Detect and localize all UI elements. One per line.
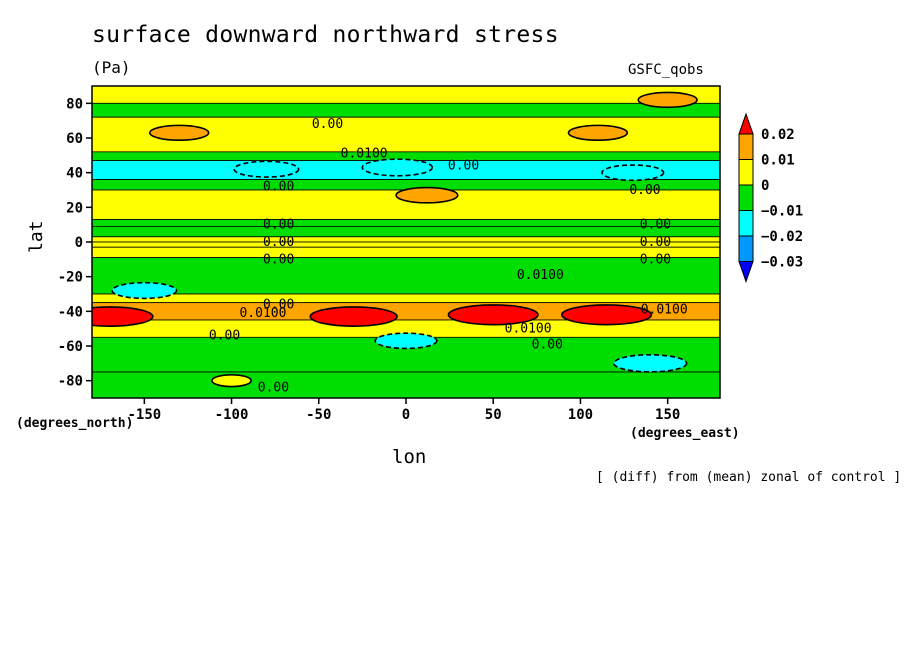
contour-label: 0.00 [532, 337, 563, 352]
x-tick-label: 50 [485, 407, 502, 423]
field-band [92, 102, 720, 118]
field-anomaly [361, 158, 434, 177]
contour-label: 0.00 [263, 218, 294, 233]
field-band [92, 371, 720, 398]
contour-label: 0.00 [263, 180, 294, 195]
chart-title: surface downward northward stress [92, 22, 559, 48]
x-axis-label: lon [392, 446, 427, 468]
contour-label: 0.00 [258, 381, 289, 396]
colorbar-swatch [738, 235, 754, 262]
comparison-note: [ (diff) from (mean) zonal of control ] [596, 470, 902, 485]
colorbar-label: −0.03 [761, 255, 803, 271]
x-tick-label: 0 [402, 407, 410, 423]
field-band [92, 236, 720, 243]
colorbar-label: −0.02 [761, 229, 803, 245]
y-tick-label: -20 [58, 270, 83, 286]
field-anomaly [613, 354, 688, 373]
y-tick-label: 40 [66, 166, 83, 182]
contour-label: 0.0100 [641, 303, 688, 318]
y-tick-label: -60 [58, 339, 83, 355]
dataset-label: GSFC_qobs [628, 62, 704, 78]
colorbar-label: 0.02 [761, 127, 795, 143]
contour-label: 0.00 [448, 159, 479, 174]
contour-label: 0.00 [629, 183, 660, 198]
field-anomaly [447, 304, 539, 326]
field-band [92, 241, 720, 248]
field-anomaly [233, 160, 300, 178]
y-axis-units: (degrees_north) [16, 416, 134, 431]
colorbar-label: 0.01 [761, 153, 795, 169]
contour-label: 0.00 [263, 252, 294, 267]
y-tick-label: 60 [66, 131, 83, 147]
colorbar-swatch [738, 261, 754, 284]
field-anomaly [309, 306, 398, 327]
x-tick-label: -100 [215, 407, 249, 423]
contour-label: 0.00 [209, 329, 240, 344]
field-band [92, 293, 720, 304]
field-anomaly [149, 124, 210, 142]
colorbar-label: 0 [761, 178, 769, 194]
y-tick-label: -40 [58, 304, 83, 320]
field-anomaly [567, 124, 629, 142]
colorbar-swatch [738, 133, 754, 160]
field-anomaly [561, 304, 653, 326]
field-band [92, 179, 720, 191]
contour-label: 0.00 [640, 235, 671, 250]
chart-units: (Pa) [92, 58, 131, 77]
x-tick-label: 100 [568, 407, 593, 423]
field-band [92, 86, 720, 104]
field-anomaly [637, 91, 698, 109]
field-anomaly [111, 281, 178, 300]
x-axis-units: (degrees_east) [630, 426, 740, 441]
contour-label: 0.00 [640, 218, 671, 233]
x-tick-label: 150 [655, 407, 680, 423]
contour-label: 0.0100 [517, 268, 564, 283]
contour-label: 0.00 [640, 252, 671, 267]
field-anomaly [395, 186, 459, 204]
field-band [92, 257, 720, 295]
contour-label: 0.0100 [341, 147, 388, 162]
field-band [92, 225, 720, 238]
field-anomaly [374, 332, 438, 350]
contour-label: 0.00 [263, 297, 294, 312]
contour-label: 0.0100 [239, 306, 286, 321]
colorbar-swatch [738, 184, 754, 211]
field-band [92, 219, 720, 227]
field-band [92, 246, 720, 258]
contour-label: 0.00 [312, 117, 343, 132]
colorbar-swatch [738, 210, 754, 237]
x-tick-label: -150 [127, 407, 161, 423]
y-tick-label: -80 [58, 374, 83, 390]
colorbar-swatch [738, 159, 754, 186]
field-anomaly [601, 164, 665, 182]
contour-label: 0.00 [263, 235, 294, 250]
contour-label: 0.0100 [505, 322, 552, 337]
y-tick-label: 80 [66, 96, 83, 112]
colorbar-swatch [738, 112, 754, 135]
y-tick-label: 0 [75, 235, 83, 251]
y-tick-label: 20 [66, 200, 83, 216]
field-anomaly [92, 306, 154, 327]
x-tick-label: -50 [306, 407, 331, 423]
field-anomaly [211, 373, 252, 388]
colorbar-label: −0.01 [761, 204, 803, 220]
